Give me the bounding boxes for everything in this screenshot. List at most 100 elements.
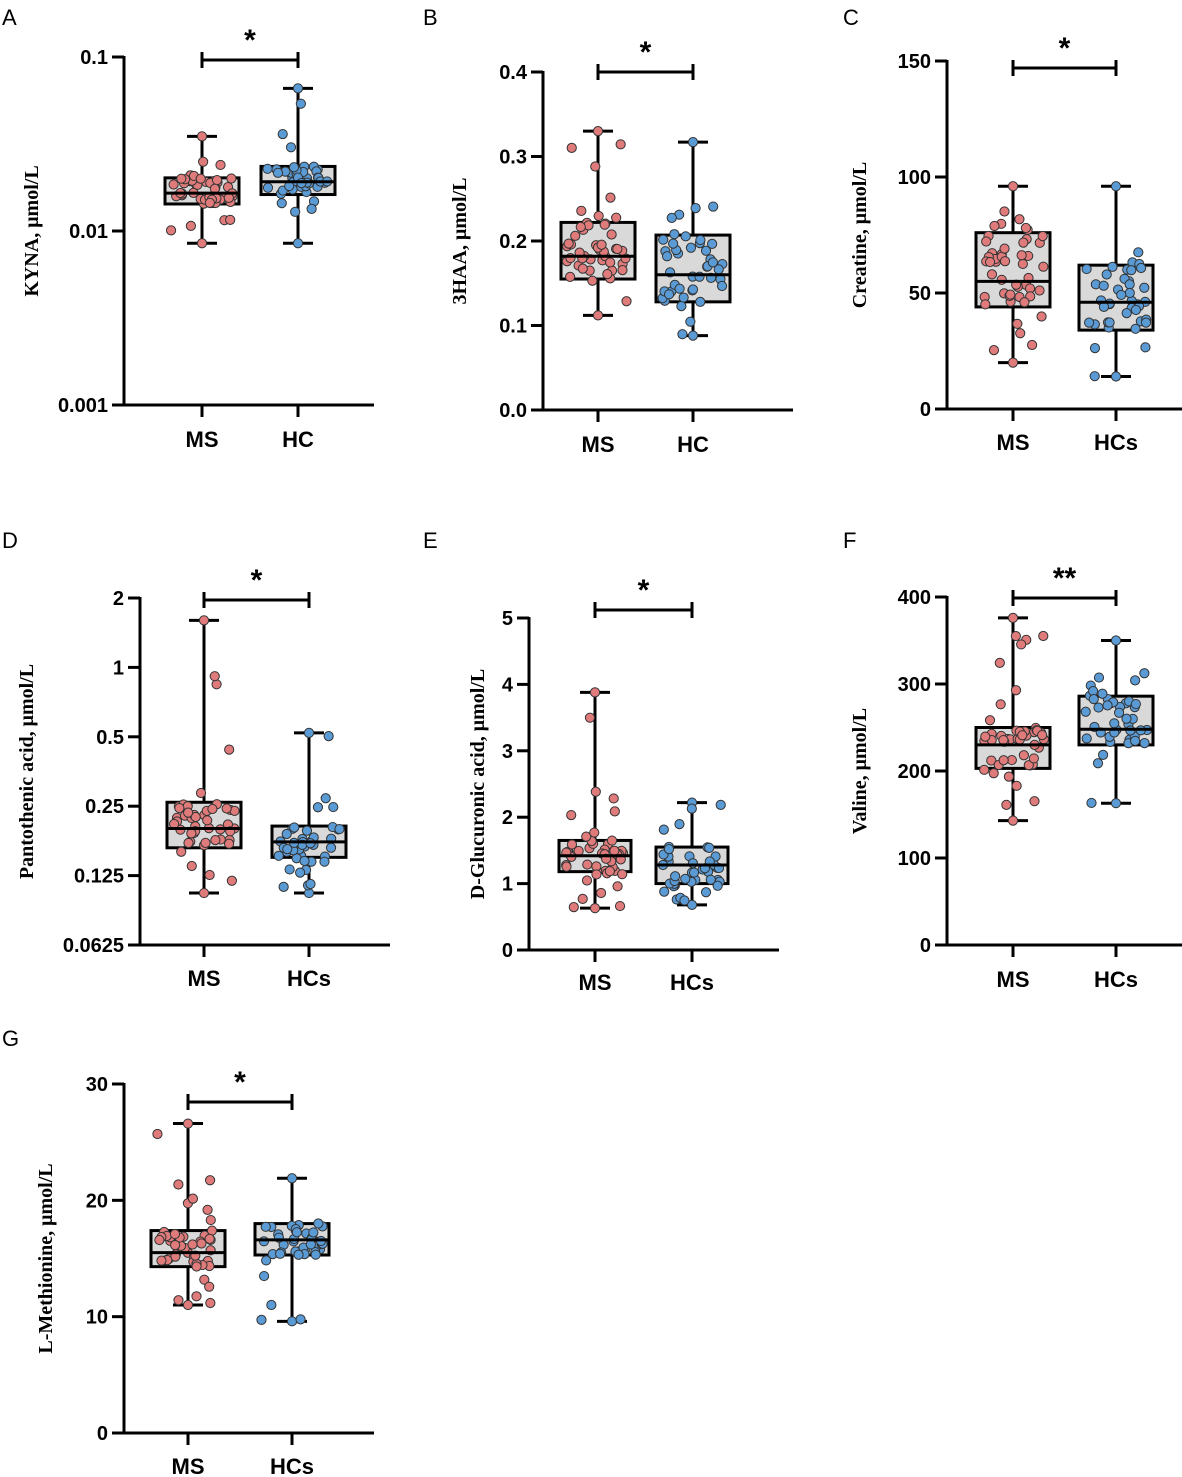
data-point (984, 256, 996, 268)
x-category-label: HCs (1094, 430, 1138, 455)
data-point (1010, 630, 1021, 642)
data-point (291, 1227, 302, 1238)
data-point (1097, 749, 1109, 760)
data-point (176, 173, 187, 184)
data-point (1109, 718, 1120, 729)
data-point (716, 280, 728, 292)
y-tick-label: 0.125 (74, 866, 124, 888)
data-point (1026, 339, 1038, 351)
data-point (282, 844, 293, 855)
data-point (592, 310, 604, 321)
data-point (1007, 815, 1019, 826)
data-point (599, 219, 610, 230)
data-point (612, 243, 623, 255)
data-point (196, 1238, 207, 1249)
data-point (1116, 289, 1127, 301)
data-point (211, 175, 223, 186)
data-point (204, 1175, 216, 1186)
data-point (661, 251, 673, 262)
y-axis-title: L-Methionine, μmol/L (35, 1163, 57, 1353)
data-point (225, 214, 236, 225)
data-point (677, 329, 688, 340)
y-tick-label: 50 (909, 283, 931, 305)
data-point (183, 837, 194, 849)
data-point (226, 173, 237, 184)
data-point (687, 330, 699, 341)
data-point (1016, 639, 1027, 650)
data-point (190, 811, 201, 823)
y-tick-label: 0.3 (499, 147, 527, 169)
data-point (204, 1233, 215, 1244)
panel-e: E 0 1 2 3 4 5 MS HCs D-Glucuronic acid, μmol/L * (423, 528, 779, 995)
data-point (1003, 771, 1014, 782)
y-axis-title: 3HAA, μmol/L (449, 178, 471, 305)
data-point (589, 827, 600, 838)
y-tick-label: 2 (113, 588, 124, 610)
data-point (325, 842, 337, 853)
data-point (195, 787, 207, 799)
data-point (290, 206, 301, 217)
y-axis-title: Pantothenic acid, μmol/L (16, 664, 38, 879)
data-point (563, 238, 574, 249)
x-category-label: MS (186, 427, 219, 452)
data-point (1130, 323, 1141, 334)
data-point (994, 657, 1005, 668)
y-tick-label: 0.1 (80, 47, 108, 69)
data-point (1130, 675, 1141, 686)
data-point (295, 867, 306, 878)
significance-marker: * (234, 1066, 246, 1099)
data-point (266, 1299, 277, 1311)
data-point (695, 234, 706, 246)
y-tick-label: 300 (898, 674, 931, 696)
y-tick-label: 10 (86, 1307, 108, 1329)
y-tick-label: 3 (502, 741, 513, 763)
data-point (1014, 214, 1025, 225)
box-ms (165, 615, 243, 899)
data-point (176, 846, 187, 857)
data-point (1097, 688, 1108, 699)
data-point (1093, 672, 1105, 683)
data-point (595, 887, 607, 899)
data-point (996, 274, 1007, 285)
data-point (173, 1179, 184, 1190)
panel-a: A 0.001 0.01 0.1 MS HC KYNA, μmol/L * (2, 5, 374, 452)
data-point (1140, 317, 1152, 328)
data-point (281, 828, 292, 840)
data-point (185, 220, 196, 232)
data-point (712, 880, 723, 891)
data-point (1081, 263, 1092, 275)
data-point (1089, 371, 1100, 382)
panel-c: C 0 50 100 150 MS HCs Creatine, μmol/L * (843, 5, 1182, 455)
x-category-label: HC (677, 432, 709, 457)
y-tick-label: 0 (97, 1423, 108, 1445)
box-ms (974, 181, 1052, 368)
data-point (668, 238, 679, 249)
x-category-label: MS (579, 970, 612, 995)
data-point (187, 1193, 199, 1204)
data-point (196, 131, 208, 142)
data-point (182, 1299, 194, 1311)
y-tick-label: 5 (502, 608, 513, 630)
data-point (674, 819, 685, 830)
data-point (204, 869, 215, 881)
data-point (224, 744, 235, 755)
data-point (186, 860, 197, 872)
data-point (614, 900, 626, 912)
data-point (295, 98, 306, 109)
data-point (168, 179, 179, 190)
box-hcs (253, 1173, 331, 1327)
data-point (984, 715, 996, 726)
data-point (207, 803, 218, 815)
data-point (995, 699, 1006, 710)
data-point (591, 869, 602, 880)
box-hc (654, 137, 732, 341)
data-point (608, 793, 619, 804)
data-point (566, 809, 577, 821)
data-point (1124, 287, 1135, 299)
data-point (604, 866, 615, 877)
data-point (989, 220, 1000, 232)
panel-letter: F (843, 528, 856, 553)
data-point (707, 238, 718, 249)
data-point (260, 1221, 271, 1232)
y-tick-label: 0.001 (58, 395, 108, 417)
